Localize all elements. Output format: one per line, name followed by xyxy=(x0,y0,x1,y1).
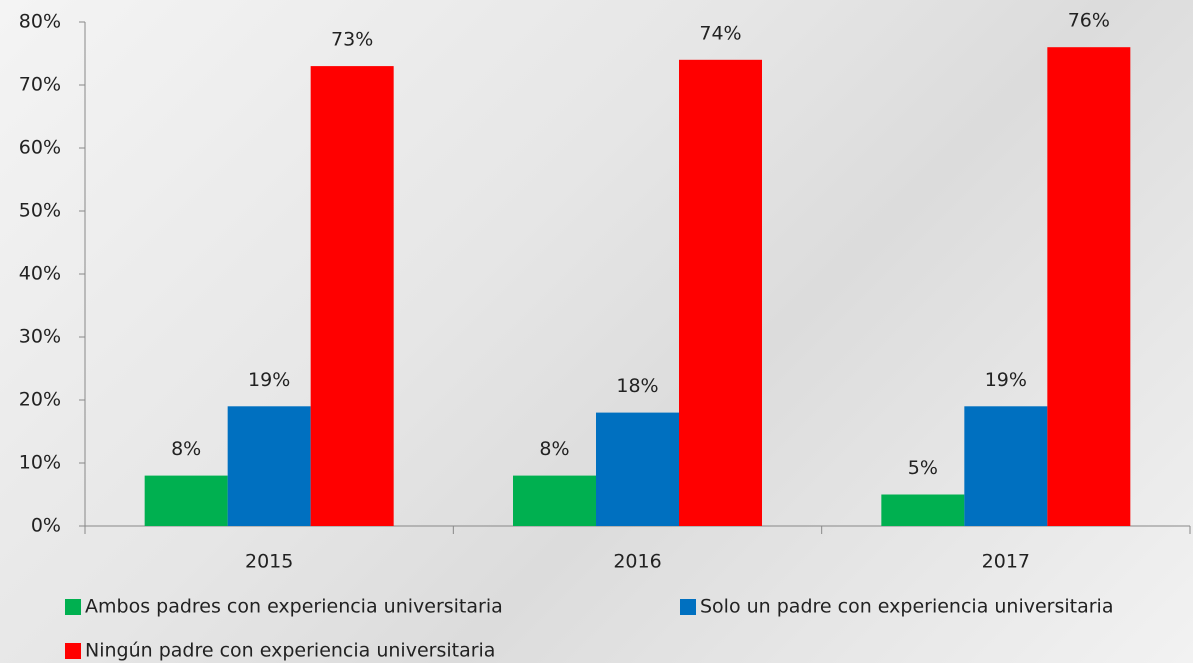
legend-swatch xyxy=(65,643,81,659)
legend-swatch xyxy=(65,599,81,615)
value-label: 18% xyxy=(616,375,658,397)
y-tick-label: 50% xyxy=(19,200,61,222)
legend-swatch xyxy=(680,599,696,615)
y-tick-label: 30% xyxy=(19,326,61,348)
x-tick-label: 2017 xyxy=(982,551,1030,573)
value-label: 73% xyxy=(331,29,373,51)
bar xyxy=(310,66,394,526)
x-tick-label: 2016 xyxy=(613,551,661,573)
value-label: 19% xyxy=(985,369,1027,391)
x-tick-label: 2015 xyxy=(245,551,293,573)
bar xyxy=(1047,47,1131,526)
y-tick-label: 10% xyxy=(19,452,61,474)
y-tick-label: 20% xyxy=(19,389,61,411)
bar xyxy=(513,475,596,526)
legend-label: Solo un padre con experiencia universita… xyxy=(700,596,1113,618)
y-tick-label: 80% xyxy=(19,11,61,33)
bar xyxy=(679,59,762,527)
legend-label: Ningún padre con experiencia universitar… xyxy=(85,640,495,662)
value-label: 19% xyxy=(248,369,290,391)
value-label: 5% xyxy=(908,457,938,479)
y-tick-label: 70% xyxy=(19,74,61,96)
bar xyxy=(964,406,1048,526)
value-label: 8% xyxy=(539,438,569,460)
legend-label: Ambos padres con experiencia universitar… xyxy=(85,596,503,618)
y-tick-label: 0% xyxy=(31,515,61,537)
bar xyxy=(596,412,679,526)
y-tick-label: 40% xyxy=(19,263,61,285)
bar xyxy=(144,475,228,526)
value-label: 74% xyxy=(699,22,741,44)
bar xyxy=(881,494,965,526)
value-label: 76% xyxy=(1068,10,1110,32)
y-tick-label: 60% xyxy=(19,137,61,159)
value-label: 8% xyxy=(171,438,201,460)
bar xyxy=(227,406,311,526)
